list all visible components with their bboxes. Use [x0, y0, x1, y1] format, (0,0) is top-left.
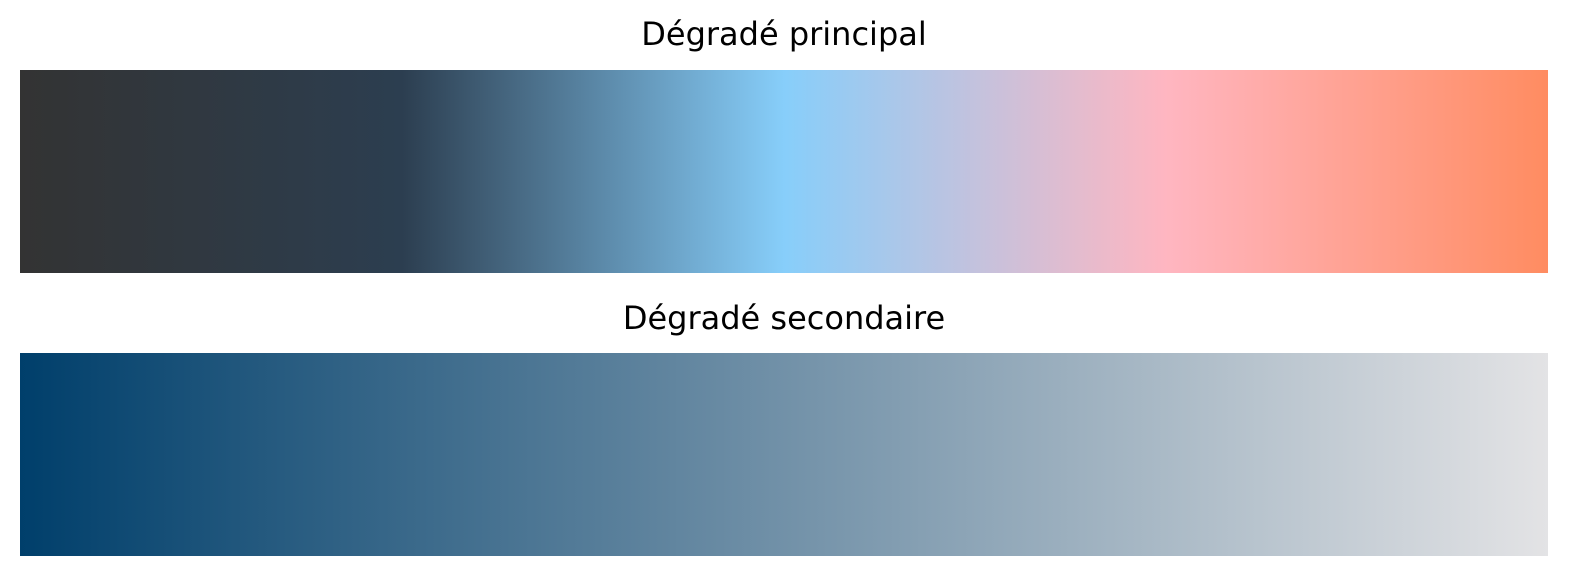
secondary-gradient-title: Dégradé secondaire: [20, 298, 1548, 338]
secondary-gradient-bar: [20, 353, 1548, 556]
primary-gradient-bar: [20, 70, 1548, 273]
primary-gradient-title: Dégradé principal: [20, 14, 1548, 54]
